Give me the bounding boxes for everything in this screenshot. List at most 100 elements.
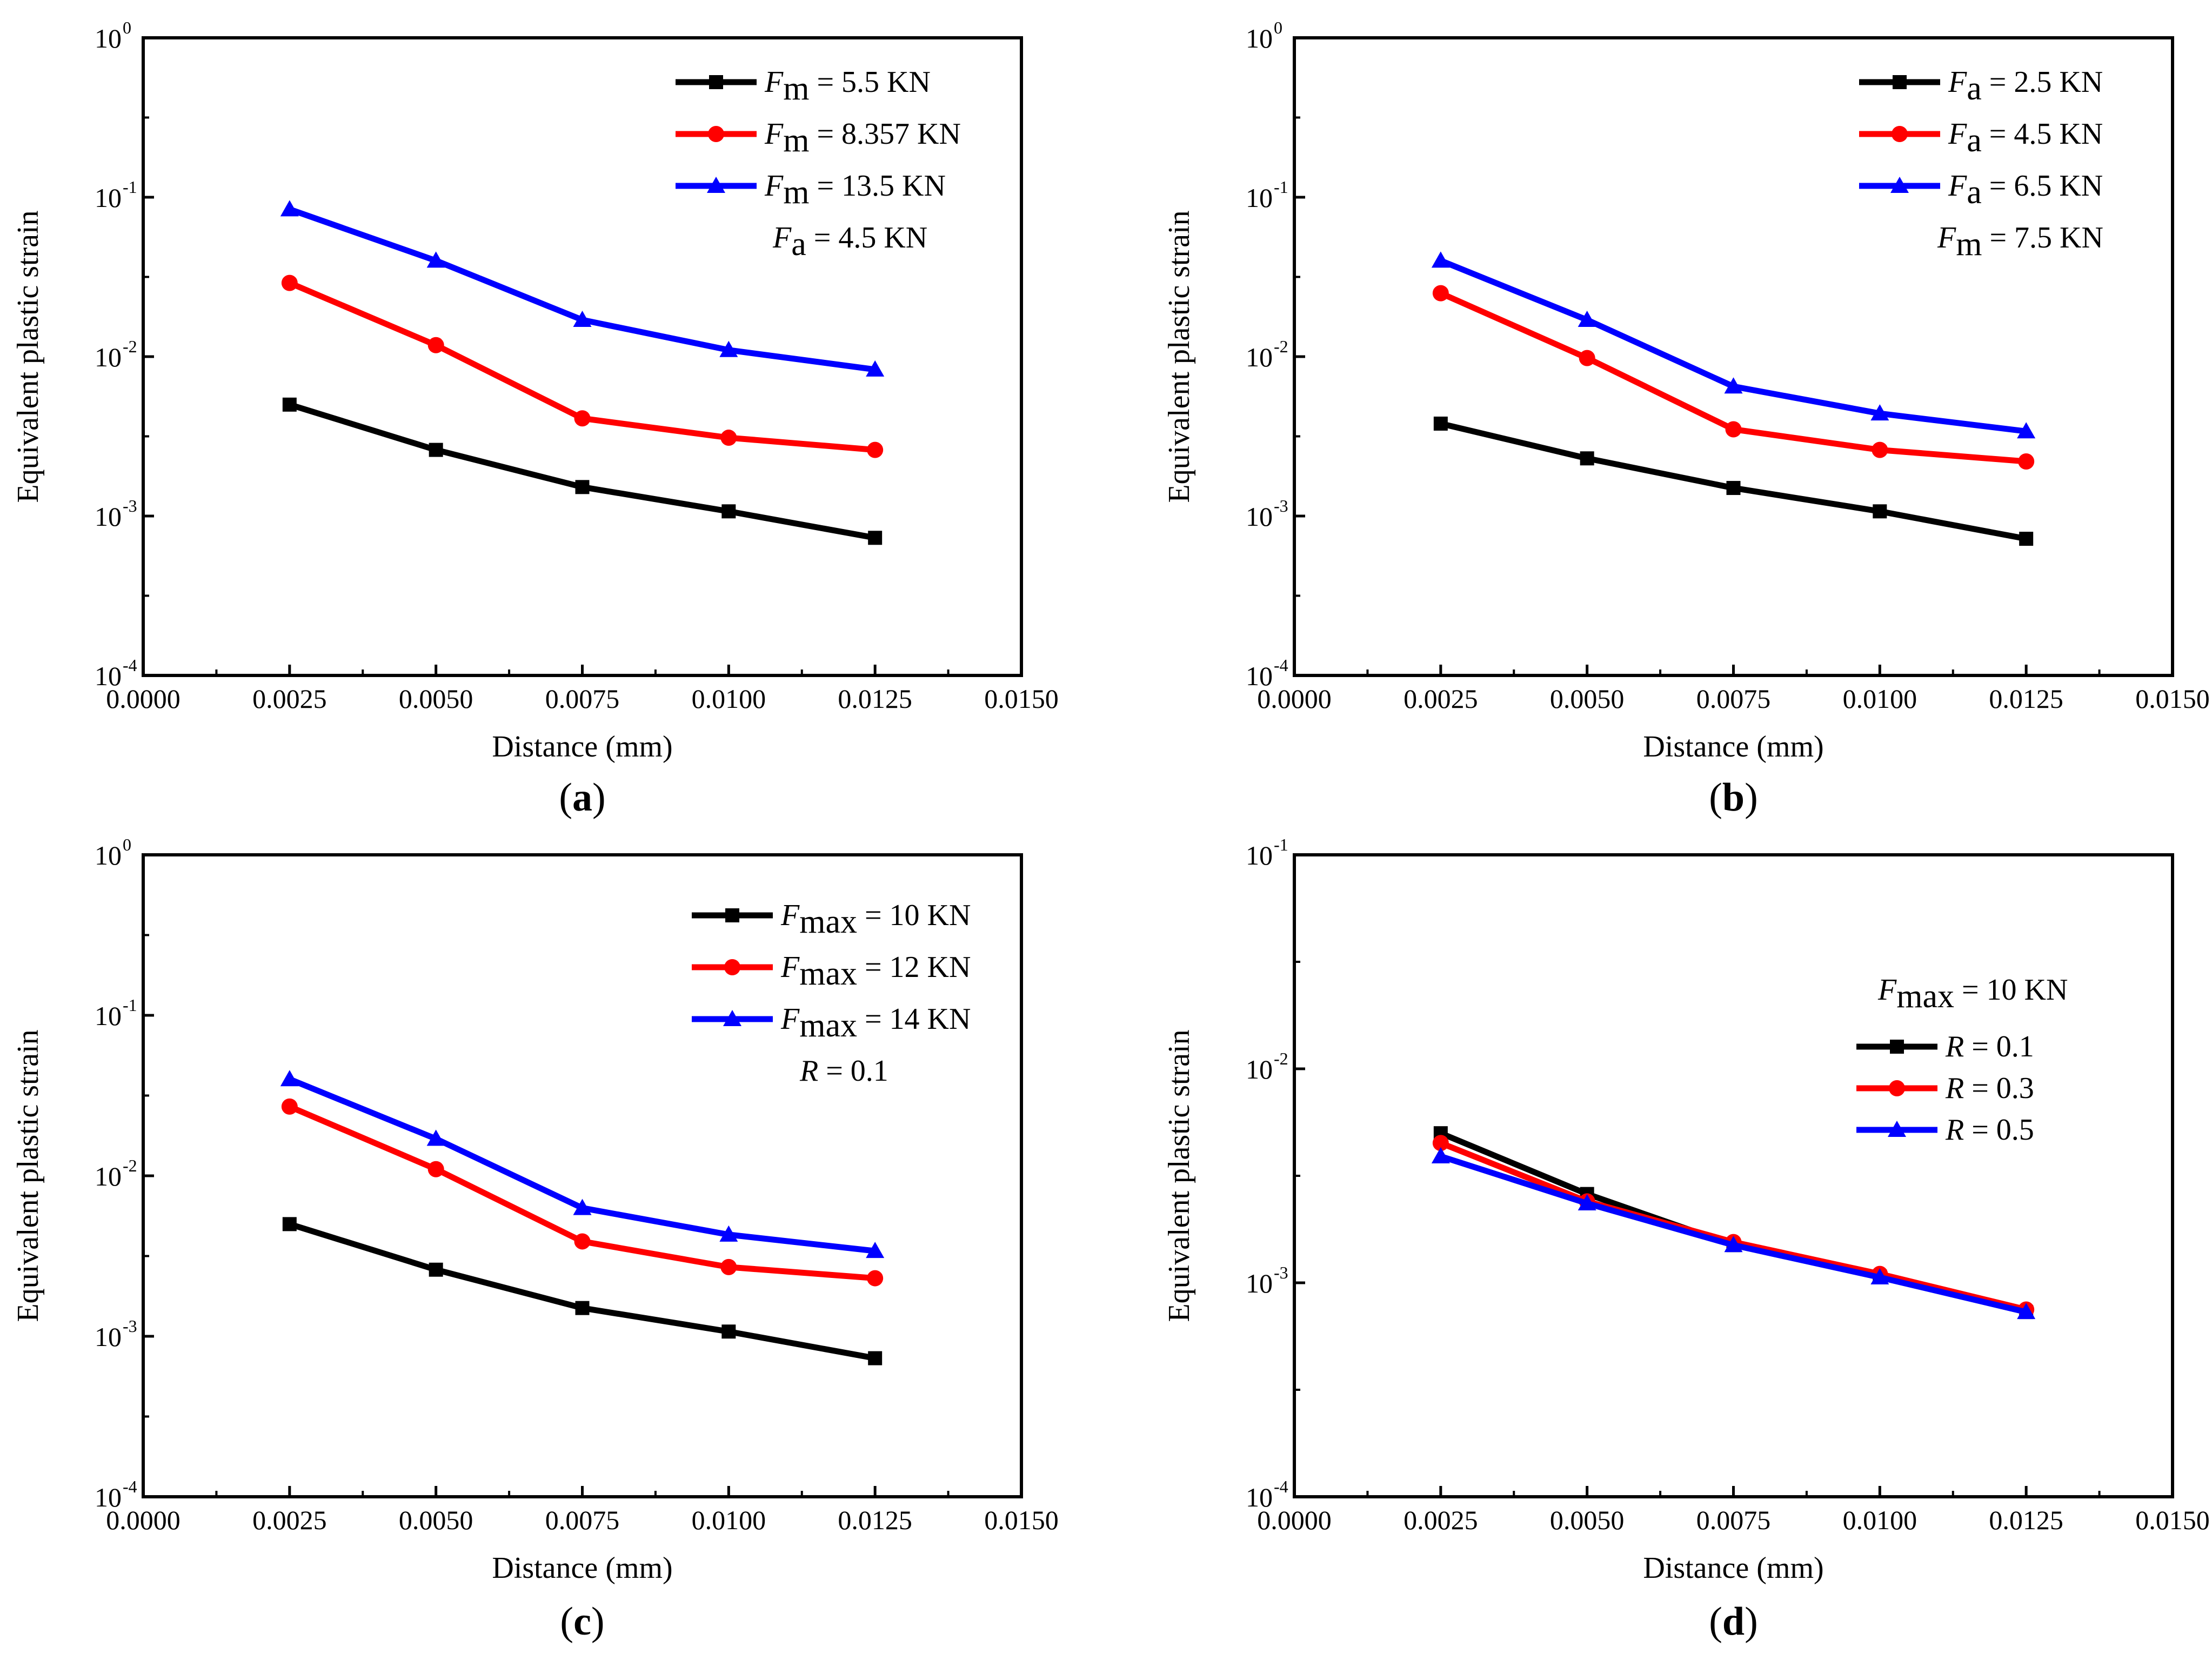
x-tick-label: 0.0050 [1550,1505,1625,1535]
x-tick-label: 0.0125 [838,684,912,714]
series-0 [282,397,883,545]
data-point-square [1433,416,1448,431]
y-tick-exponent: -1 [1274,177,1288,197]
x-tick-label: 0.0100 [692,684,766,714]
data-point-square [429,1262,443,1277]
data-point-triangle [1578,311,1596,327]
x-tick-label: 0.0025 [252,684,327,714]
series-1 [281,1098,884,1287]
x-tick-label: 0.0025 [1404,684,1478,714]
legend-subscript: max [799,903,857,940]
y-tick-exponent: -1 [1274,835,1288,854]
legend-entry-1: Fm = 8.357 KN [764,117,961,159]
x-tick-label: 0.0075 [545,684,620,714]
data-point-triangle [426,251,445,268]
x-tick-label: 0.0125 [838,1505,912,1535]
legend-entry-1: R = 0.3 [1945,1072,2034,1105]
legend-symbol: F [1948,117,1967,151]
legend-value: = 0.5 [1964,1113,2034,1147]
legend-subscript: m [1956,226,1982,263]
y-tick-label: 10 [1246,1268,1273,1298]
data-point-triangle [2017,1303,2036,1320]
legend-entry-0: R = 0.1 [1945,1030,2034,1063]
x-tick-label: 0.0000 [106,684,181,714]
series-0 [1433,416,2034,546]
y-tick-exponent: -2 [1274,1049,1288,1068]
panel-label: (b) [1709,775,1757,820]
data-point-square [721,1324,736,1339]
data-point-triangle [2017,422,2036,439]
data-point-circle [1892,126,1908,142]
data-point-circle [1872,441,1888,458]
x-tick-label: 0.0150 [2135,1505,2210,1535]
data-point-circle [281,274,298,291]
legend-symbol: R [799,1054,818,1088]
data-point-square [282,397,297,412]
legend-symbol: R [1945,1030,1964,1063]
legend-value: = 10 KN [1954,973,2068,1007]
chart-panel-b: 0.0000 0.0025 0.0050 0.0075 0.0100 0.0125 0.01… [1162,18,2210,820]
legend-symbol: F [1948,169,1967,203]
data-point-triangle [1578,1194,1596,1211]
y-tick-label: 10 [1246,1054,1273,1084]
legend-subscript: m [783,70,809,107]
data-point-triangle [707,177,725,193]
data-point-square [1890,1040,1904,1054]
y-tick-exponent: -3 [1274,1263,1288,1282]
data-point-square [709,75,723,89]
y-tick-label: 10 [95,501,122,532]
x-axis-title: Distance (mm) [1643,1551,1823,1585]
x-tick-label: 0.0100 [1843,684,1917,714]
data-point-triangle [1431,1147,1450,1163]
data-point-triangle [719,1225,738,1242]
legend-subscript: a [1967,70,1982,107]
data-point-triangle [573,311,592,327]
data-point-square [282,1217,297,1231]
legend-value: = 0.1 [1964,1030,2034,1063]
x-axis-title: Distance (mm) [1643,730,1823,764]
series-2 [280,1070,885,1258]
y-tick-exponent: 0 [1274,18,1282,37]
legend-entry-1: Fmax = 12 KN [780,950,971,992]
data-point-circle [574,1233,591,1250]
y-tick-exponent: -4 [123,655,137,675]
y-tick-label: 10 [1246,1482,1273,1512]
y-tick-label: 10 [1246,183,1273,213]
y-tick-label: 10 [95,23,122,53]
y-tick-exponent: -3 [123,496,137,515]
x-tick-label: 0.0000 [1257,1505,1332,1535]
data-point-square [575,480,590,494]
x-tick-label: 0.0050 [1550,684,1625,714]
legend-value: = 6.5 KN [1982,169,2103,203]
data-point-square [721,504,736,519]
data-point-square [2019,532,2034,546]
y-tick-exponent: -4 [123,1477,137,1496]
legend-value: = 7.5 KN [1982,221,2103,255]
legend-entry-1: Fa = 4.5 KN [1948,117,2103,159]
legend-entry-2: R = 0.5 [1945,1113,2034,1147]
series-1 [1432,285,2035,470]
x-tick-label: 0.0050 [399,684,473,714]
data-point-square [1726,481,1741,495]
legend-symbol: F [1948,65,1967,99]
legend-value: = 5.5 KN [809,65,930,99]
x-axis-title: Distance (mm) [492,730,672,764]
x-tick-label: 0.0150 [2135,684,2210,714]
y-tick-label: 10 [95,1482,122,1512]
data-point-triangle [1431,251,1450,268]
legend-subscript: max [799,1007,857,1044]
data-point-circle [427,1161,444,1177]
data-point-triangle [719,340,738,357]
y-axis-title: Equivalent plastic strain [11,210,45,503]
legend-subscript: a [1967,122,1982,159]
x-axis-title: Distance (mm) [492,1551,672,1585]
legend-note: Fm = 7.5 KN [1937,221,2103,263]
legend-subscript: a [1967,174,1982,211]
data-point-circle [427,337,444,353]
legend-subscript: max [799,955,857,992]
data-point-square [1580,451,1594,466]
y-tick-exponent: -3 [123,1316,137,1336]
data-point-triangle [1888,1121,1906,1137]
